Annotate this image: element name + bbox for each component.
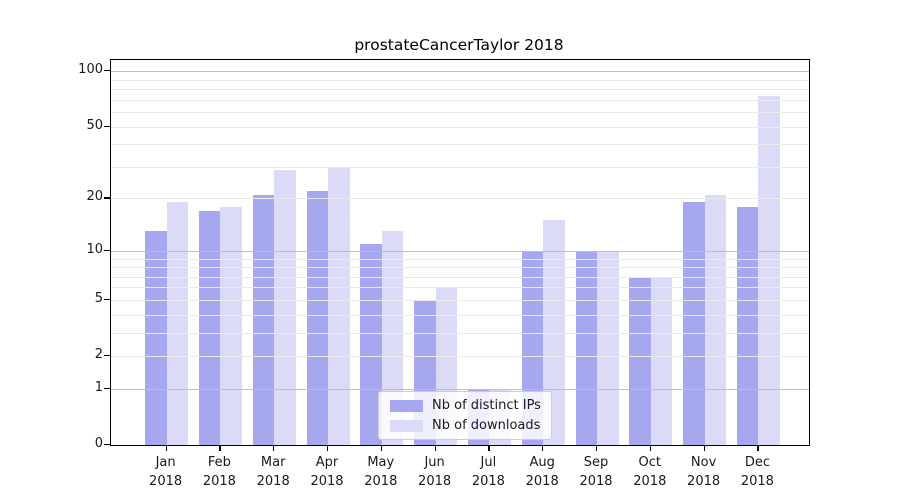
bars-layer <box>111 60 809 445</box>
x-tick-label-aug: Aug 2018 <box>525 455 559 489</box>
y-tick-mark-20 <box>104 197 110 199</box>
x-tick-label-feb: Feb 2018 <box>202 455 236 489</box>
x-tick-label-may: May 2018 <box>364 455 398 489</box>
y-tick-mark-1 <box>104 387 110 390</box>
y-tick-label-5: 5 <box>94 290 103 306</box>
x-tick-mark-apr <box>327 445 329 451</box>
x-tick-mark-may <box>380 445 382 451</box>
y-tick-mark-100 <box>104 70 110 72</box>
legend: Nb of distinct IPs Nb of downloads <box>378 391 552 440</box>
x-tick-label-dec: Dec 2018 <box>740 455 774 489</box>
bar-distinct-ips-nov <box>683 202 705 445</box>
legend-item-downloads: Nb of downloads <box>390 418 541 433</box>
x-tick-label-jul: Jul 2018 <box>471 455 505 489</box>
plot-area: Nb of distinct IPs Nb of downloads <box>110 59 810 446</box>
x-tick-label-oct: Oct 2018 <box>633 455 667 489</box>
bar-distinct-ips-dec <box>736 206 759 445</box>
x-tick-mark-jan <box>165 445 167 451</box>
chart-title: prostateCancerTaylor 2018 <box>354 36 564 54</box>
y-tick-mark-10 <box>104 249 110 251</box>
bar-distinct-ips-oct <box>629 276 651 445</box>
x-tick-mark-oct <box>649 445 651 451</box>
x-tick-mark-feb <box>219 445 221 451</box>
bar-distinct-ips-jan <box>145 231 167 445</box>
legend-label-distinct-ips: Nb of distinct IPs <box>432 398 541 413</box>
y-tick-label-10: 10 <box>86 241 103 257</box>
x-tick-label-jun: Jun 2018 <box>418 455 452 489</box>
legend-swatch-distinct-ips <box>390 399 423 412</box>
x-tick-label-nov: Nov 2018 <box>687 455 721 489</box>
bar-downloads-sep <box>597 250 619 445</box>
x-tick-label-jan: Jan 2018 <box>149 455 183 489</box>
y-tick-label-2: 2 <box>94 347 103 362</box>
bar-downloads-nov <box>704 194 727 445</box>
x-tick-label-apr: Apr 2018 <box>310 455 344 489</box>
y-tick-label-1: 1 <box>94 379 103 395</box>
legend-swatch-downloads <box>390 419 423 432</box>
bar-downloads-dec <box>758 96 780 445</box>
y-tick-mark-0 <box>104 444 110 446</box>
y-tick-mark-50 <box>104 125 110 127</box>
x-tick-mark-sep <box>596 445 598 451</box>
x-tick-mark-mar <box>273 445 275 451</box>
bar-distinct-ips-sep <box>575 250 597 445</box>
legend-item-distinct-ips: Nb of distinct IPs <box>390 398 541 413</box>
y-tick-label-0: 0 <box>94 436 103 451</box>
bar-downloads-jan <box>166 202 189 445</box>
x-tick-mark-nov <box>703 445 705 451</box>
x-tick-label-mar: Mar 2018 <box>256 455 290 489</box>
x-tick-mark-aug <box>542 445 544 451</box>
x-tick-mark-dec <box>757 445 759 451</box>
y-tick-label-100: 100 <box>78 62 103 78</box>
x-tick-mark-jul <box>488 445 490 451</box>
bar-distinct-ips-feb <box>198 210 221 445</box>
bar-distinct-ips-apr <box>306 191 328 445</box>
bar-downloads-apr <box>328 166 350 445</box>
x-tick-mark-jun <box>434 445 436 451</box>
x-tick-label-sep: Sep 2018 <box>579 455 613 489</box>
bar-downloads-feb <box>220 206 242 445</box>
bar-distinct-ips-may <box>360 243 382 445</box>
y-tick-label-20: 20 <box>86 189 103 205</box>
y-tick-mark-5 <box>104 298 110 301</box>
bar-downloads-mar <box>274 169 296 445</box>
legend-label-downloads: Nb of downloads <box>432 418 541 433</box>
bar-downloads-oct <box>650 276 673 445</box>
y-tick-label-50: 50 <box>86 117 103 133</box>
bar-distinct-ips-mar <box>252 194 275 445</box>
y-tick-mark-2 <box>104 355 110 357</box>
